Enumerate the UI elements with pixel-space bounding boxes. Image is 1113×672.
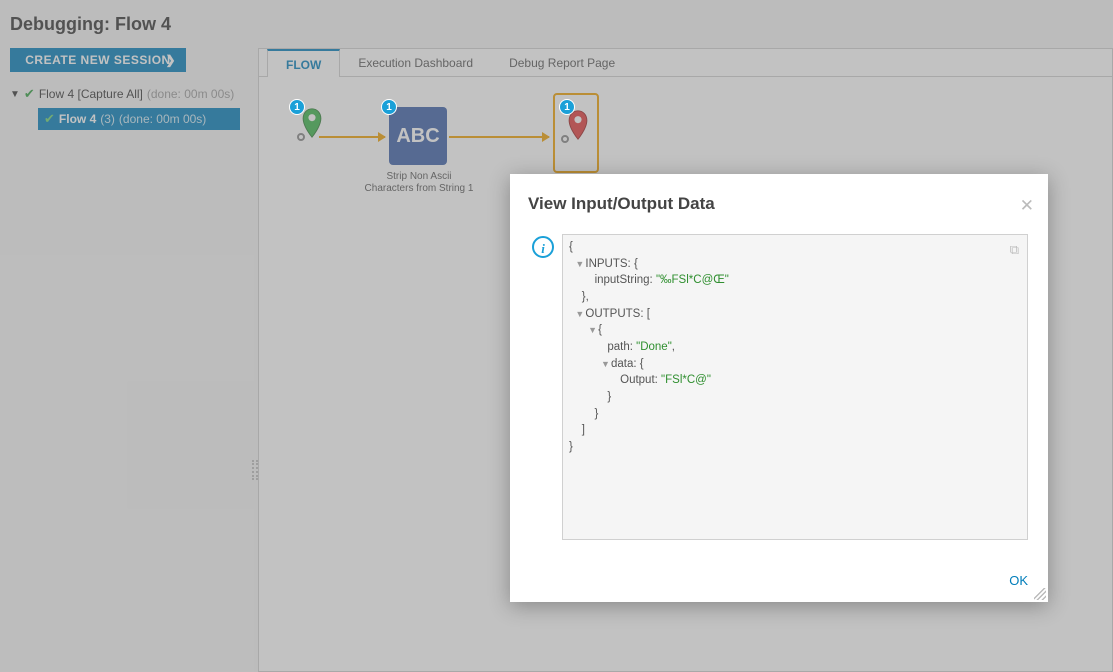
copy-icon[interactable]: ⧉ (1010, 241, 1019, 260)
node-badge: 1 (381, 99, 397, 115)
json-key: Output: (620, 374, 658, 386)
json-value: "FSl*C@" (661, 374, 711, 386)
json-key: data: (611, 358, 637, 370)
json-key: inputString: (595, 274, 653, 286)
close-icon[interactable]: ✕ (1020, 196, 1034, 216)
start-badge: 1 (289, 99, 305, 115)
resize-handle[interactable] (1034, 588, 1046, 600)
info-icon: i (532, 236, 554, 258)
dialog-title: View Input/Output Data (528, 194, 715, 214)
io-data-dialog: View Input/Output Data ✕ i ⧉ { ▼INPUTS: … (510, 174, 1048, 602)
json-key: path: (607, 341, 633, 353)
ok-button[interactable]: OK (1009, 573, 1028, 588)
json-key: OUTPUTS: (585, 308, 643, 320)
json-value: "Done" (636, 341, 672, 353)
io-data-viewer[interactable]: ⧉ { ▼INPUTS: { inputString: "‰FSl*C@Œ" }… (562, 234, 1028, 540)
json-value: "‰FSl*C@Œ" (656, 274, 729, 286)
end-badge: 1 (559, 99, 575, 115)
json-key: INPUTS: (585, 258, 630, 270)
